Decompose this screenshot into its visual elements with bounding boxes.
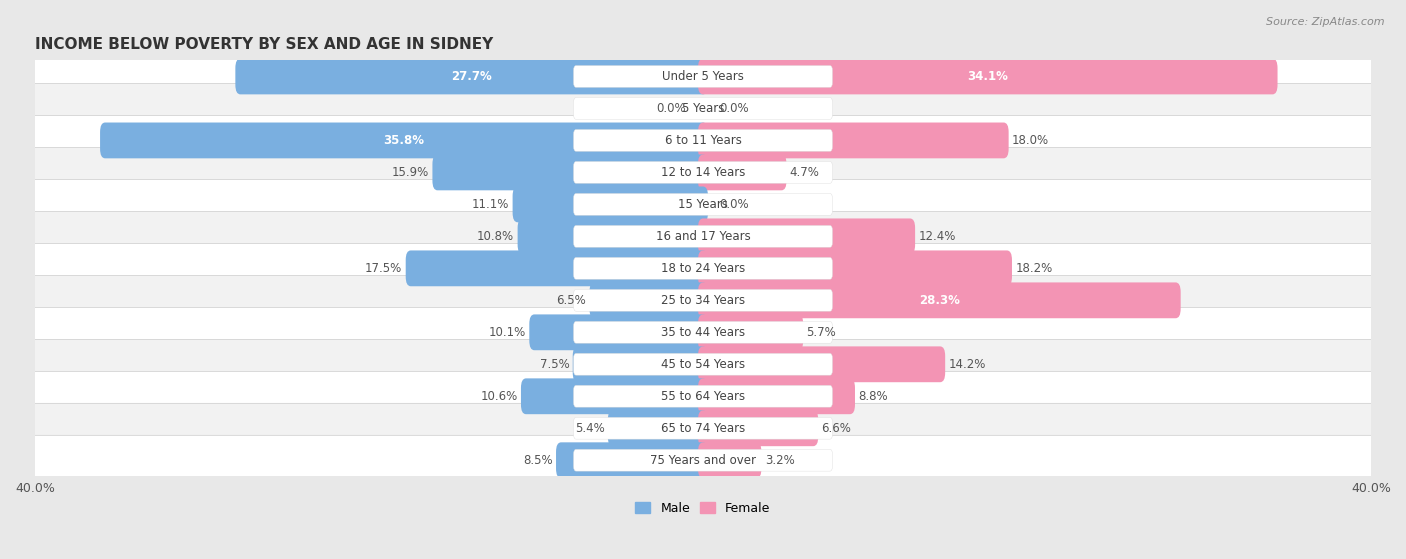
FancyBboxPatch shape [30,276,1376,325]
FancyBboxPatch shape [572,347,709,382]
FancyBboxPatch shape [574,130,832,151]
Text: 6.5%: 6.5% [557,294,586,307]
FancyBboxPatch shape [697,314,803,350]
Text: 5.4%: 5.4% [575,421,605,435]
FancyBboxPatch shape [574,321,832,343]
FancyBboxPatch shape [574,162,832,183]
FancyBboxPatch shape [697,154,786,190]
Text: 15 Years: 15 Years [678,198,728,211]
FancyBboxPatch shape [433,154,709,190]
Text: 34.1%: 34.1% [967,70,1008,83]
Text: 8.5%: 8.5% [523,454,553,467]
Text: 0.0%: 0.0% [720,198,749,211]
FancyBboxPatch shape [697,378,855,414]
Text: Under 5 Years: Under 5 Years [662,70,744,83]
Text: 0.0%: 0.0% [657,102,686,115]
FancyBboxPatch shape [100,122,709,158]
Text: 3.2%: 3.2% [765,454,794,467]
Text: 27.7%: 27.7% [451,70,492,83]
FancyBboxPatch shape [589,282,709,318]
FancyBboxPatch shape [30,116,1376,165]
Text: 10.8%: 10.8% [477,230,515,243]
FancyBboxPatch shape [30,307,1376,357]
Text: 14.2%: 14.2% [949,358,986,371]
FancyBboxPatch shape [30,211,1376,261]
Text: 0.0%: 0.0% [720,102,749,115]
FancyBboxPatch shape [574,258,832,280]
Text: INCOME BELOW POVERTY BY SEX AND AGE IN SIDNEY: INCOME BELOW POVERTY BY SEX AND AGE IN S… [35,37,494,53]
Text: 18 to 24 Years: 18 to 24 Years [661,262,745,275]
Text: 18.2%: 18.2% [1015,262,1053,275]
Text: 15.9%: 15.9% [392,166,429,179]
Text: 7.5%: 7.5% [540,358,569,371]
FancyBboxPatch shape [555,442,709,478]
FancyBboxPatch shape [697,122,1008,158]
FancyBboxPatch shape [697,250,1012,286]
Text: 8.8%: 8.8% [858,390,889,403]
FancyBboxPatch shape [30,179,1376,229]
Text: 4.7%: 4.7% [790,166,820,179]
FancyBboxPatch shape [513,187,709,222]
Text: 6.6%: 6.6% [821,421,852,435]
Text: 12.4%: 12.4% [918,230,956,243]
FancyBboxPatch shape [30,339,1376,389]
FancyBboxPatch shape [574,98,832,119]
FancyBboxPatch shape [574,225,832,247]
FancyBboxPatch shape [574,449,832,471]
FancyBboxPatch shape [30,371,1376,421]
Text: 35 to 44 Years: 35 to 44 Years [661,326,745,339]
Text: 25 to 34 Years: 25 to 34 Years [661,294,745,307]
FancyBboxPatch shape [697,219,915,254]
FancyBboxPatch shape [574,193,832,215]
FancyBboxPatch shape [574,65,832,87]
FancyBboxPatch shape [574,290,832,311]
FancyBboxPatch shape [607,410,709,446]
FancyBboxPatch shape [697,59,1278,94]
FancyBboxPatch shape [30,83,1376,134]
Text: 10.1%: 10.1% [489,326,526,339]
Legend: Male, Female: Male, Female [630,497,776,520]
FancyBboxPatch shape [522,378,709,414]
FancyBboxPatch shape [574,353,832,375]
Text: 65 to 74 Years: 65 to 74 Years [661,421,745,435]
Text: 6 to 11 Years: 6 to 11 Years [665,134,741,147]
Text: 11.1%: 11.1% [472,198,509,211]
Text: 18.0%: 18.0% [1012,134,1049,147]
Text: 16 and 17 Years: 16 and 17 Years [655,230,751,243]
Text: 17.5%: 17.5% [366,262,402,275]
Text: 28.3%: 28.3% [920,294,960,307]
FancyBboxPatch shape [697,282,1181,318]
FancyBboxPatch shape [697,347,945,382]
Text: Source: ZipAtlas.com: Source: ZipAtlas.com [1267,17,1385,27]
FancyBboxPatch shape [406,250,709,286]
FancyBboxPatch shape [30,435,1376,485]
Text: 55 to 64 Years: 55 to 64 Years [661,390,745,403]
FancyBboxPatch shape [517,219,709,254]
FancyBboxPatch shape [574,385,832,407]
FancyBboxPatch shape [697,410,818,446]
FancyBboxPatch shape [235,59,709,94]
FancyBboxPatch shape [529,314,709,350]
FancyBboxPatch shape [30,51,1376,101]
Text: 75 Years and over: 75 Years and over [650,454,756,467]
FancyBboxPatch shape [30,243,1376,293]
Text: 5 Years: 5 Years [682,102,724,115]
Text: 45 to 54 Years: 45 to 54 Years [661,358,745,371]
Text: 35.8%: 35.8% [384,134,425,147]
Text: 12 to 14 Years: 12 to 14 Years [661,166,745,179]
FancyBboxPatch shape [574,418,832,439]
Text: 5.7%: 5.7% [807,326,837,339]
Text: 10.6%: 10.6% [481,390,517,403]
FancyBboxPatch shape [30,404,1376,453]
FancyBboxPatch shape [30,148,1376,197]
FancyBboxPatch shape [697,442,762,478]
